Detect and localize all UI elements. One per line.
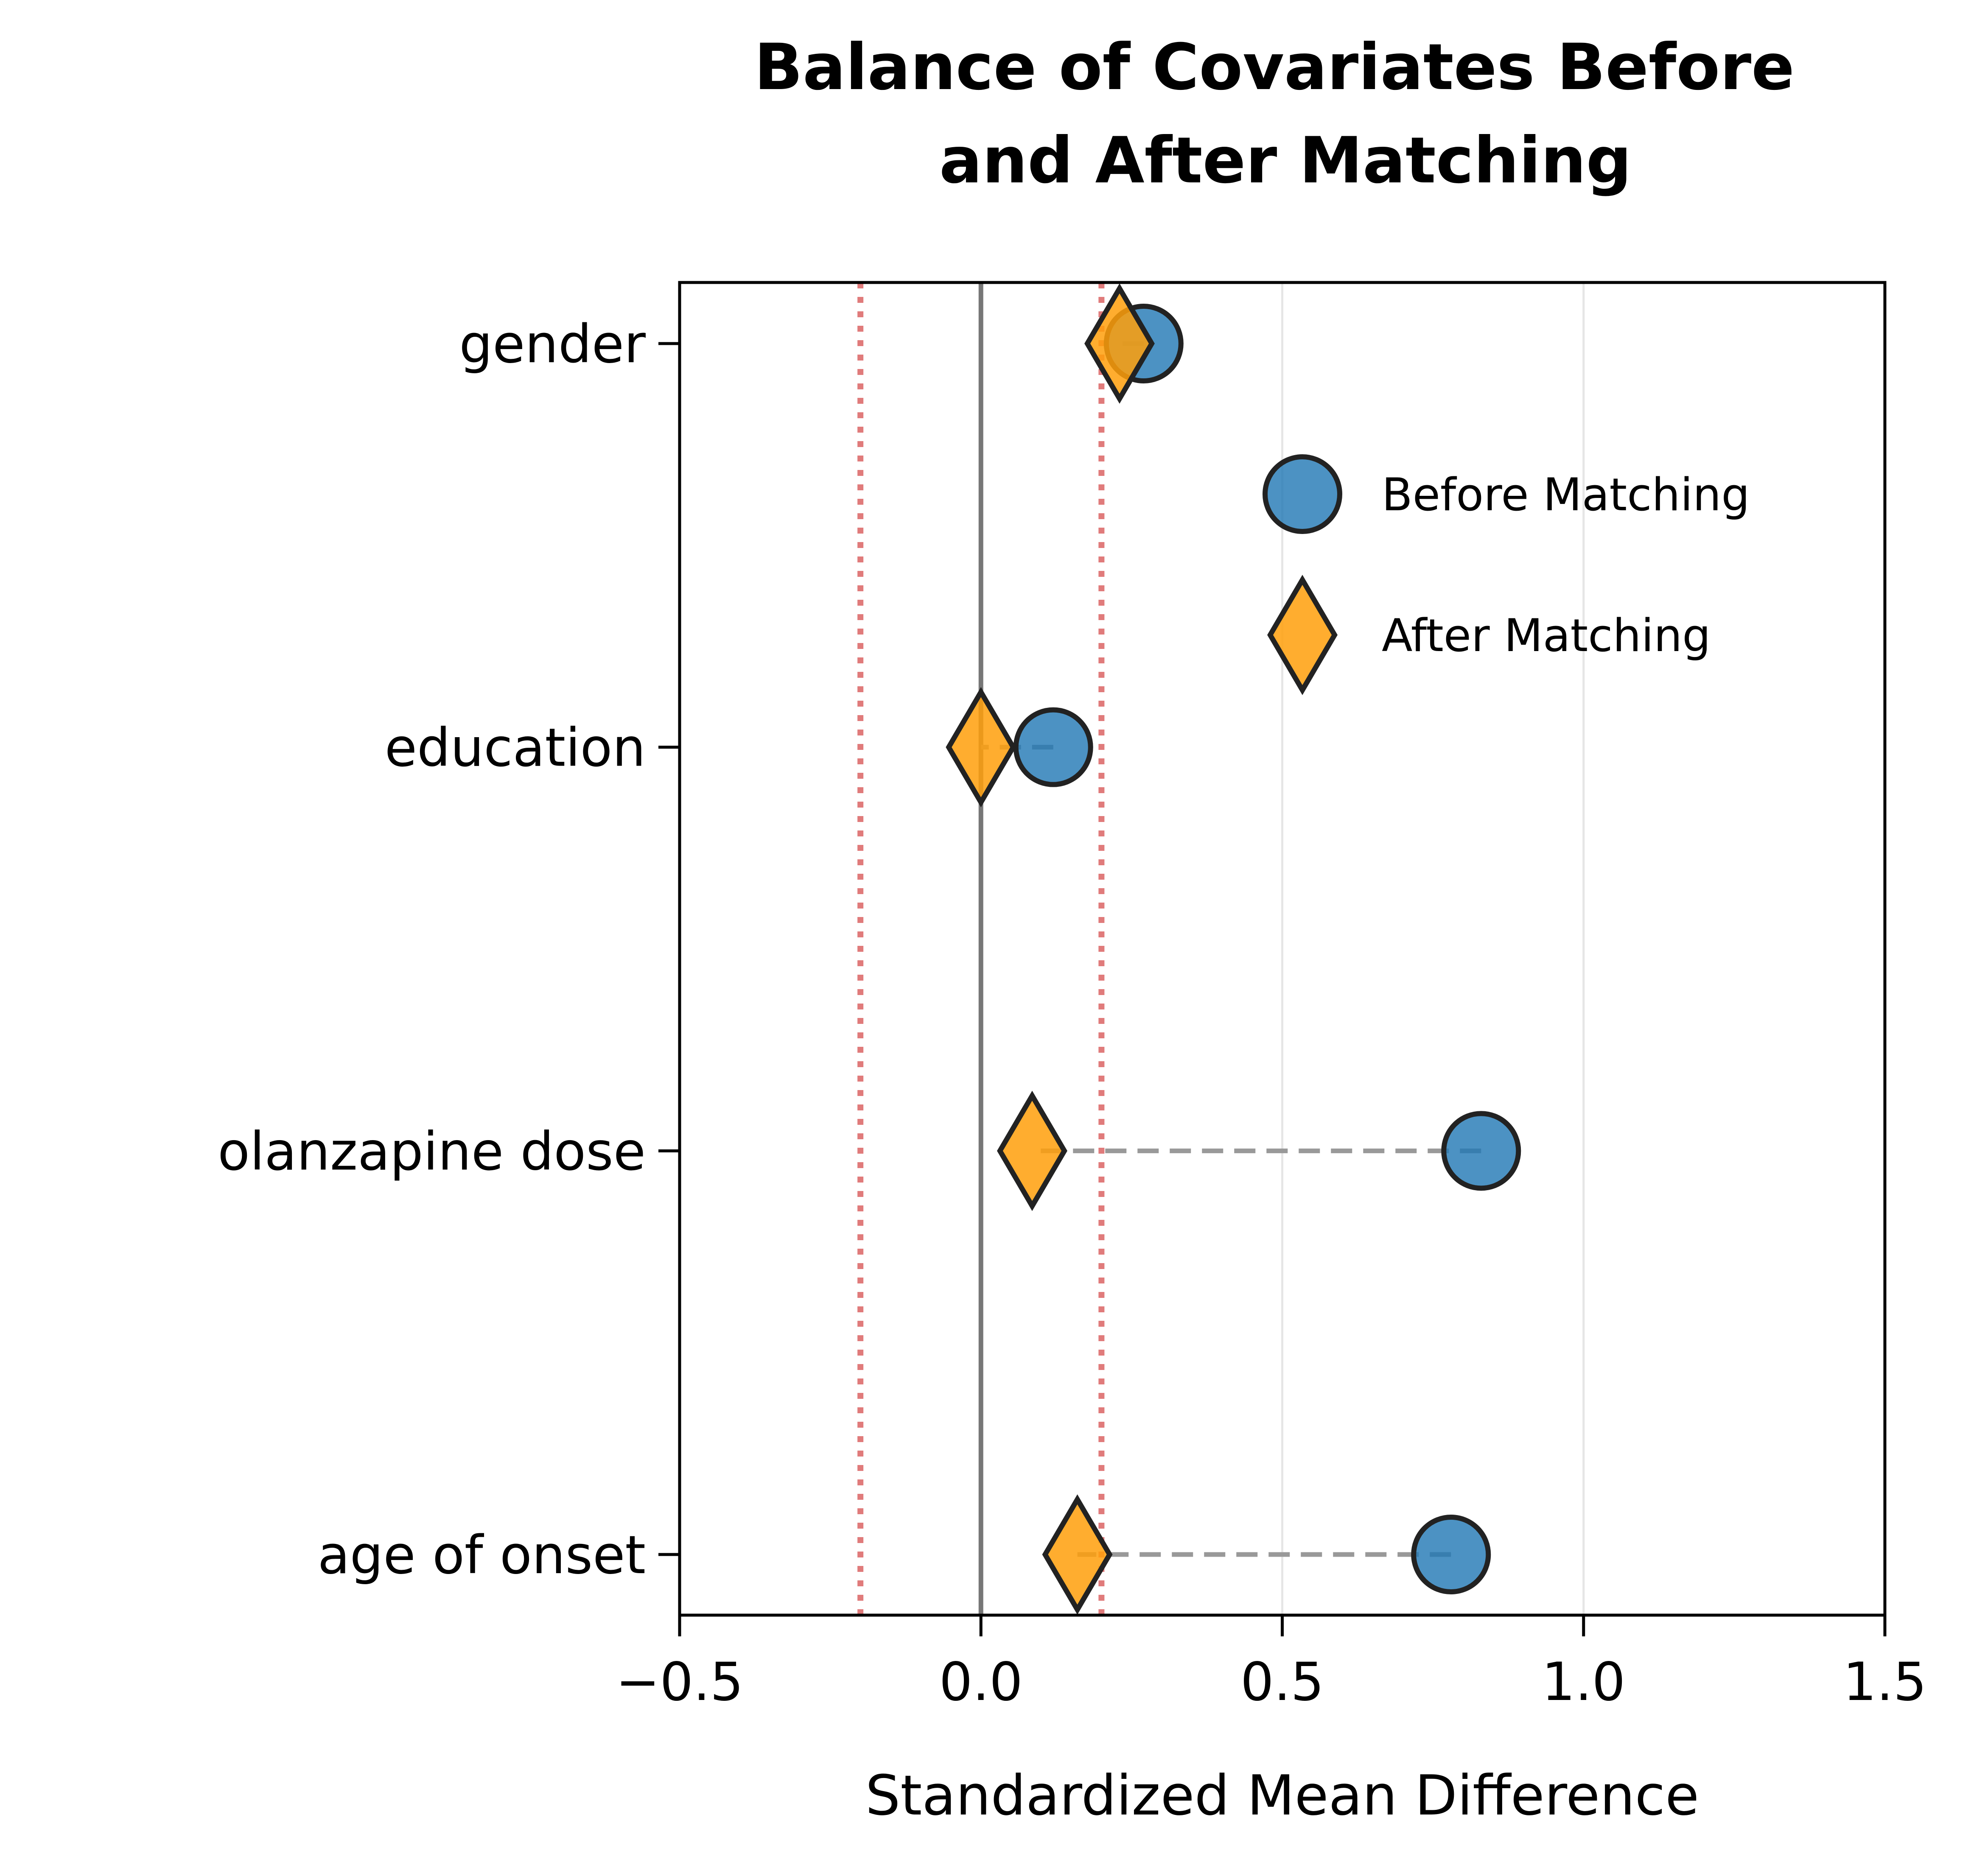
x-tick-label: 1.0 (1542, 1652, 1625, 1713)
x-tick-label: 0.5 (1240, 1652, 1324, 1713)
before-matching-point (1441, 1111, 1521, 1191)
y-tick-label: gender (459, 314, 646, 375)
after-matching-point (997, 1090, 1067, 1211)
reference-lines (857, 282, 1105, 1615)
before-matching-point (1013, 707, 1093, 787)
axes: −0.5 0.0 0.5 1.0 1.5 gender education olanzapin… (218, 314, 1927, 1713)
y-tick-label: olanzapine dose (218, 1121, 646, 1182)
legend-after-icon (1267, 575, 1338, 695)
after-matching-point (1084, 283, 1155, 404)
x-tick-label: 1.5 (1843, 1652, 1926, 1713)
legend-after-label: After Matching (1382, 609, 1711, 662)
x-tick-label: 0.0 (939, 1652, 1023, 1713)
chart-title-line-1: Balance of Covariates Before (754, 31, 1795, 104)
y-tick-label: age of onset (318, 1525, 646, 1586)
y-tick-label: education (385, 718, 646, 779)
chart-title-line-2: and After Matching (939, 124, 1632, 198)
legend-before-icon (1263, 454, 1342, 534)
connectors (981, 341, 1481, 1557)
legend: Before Matching After Matching (1263, 454, 1750, 695)
before-matching-point (1411, 1515, 1491, 1594)
x-axis-label: Standardized Mean Difference (865, 1763, 1699, 1828)
after-matching-point (1042, 1494, 1113, 1615)
data-markers (946, 283, 1521, 1615)
legend-before-label: Before Matching (1382, 469, 1750, 521)
x-tick-label: −0.5 (616, 1652, 743, 1713)
chart-title: Balance of Covariates Before and After M… (754, 31, 1817, 198)
after-matching-point (946, 687, 1016, 808)
